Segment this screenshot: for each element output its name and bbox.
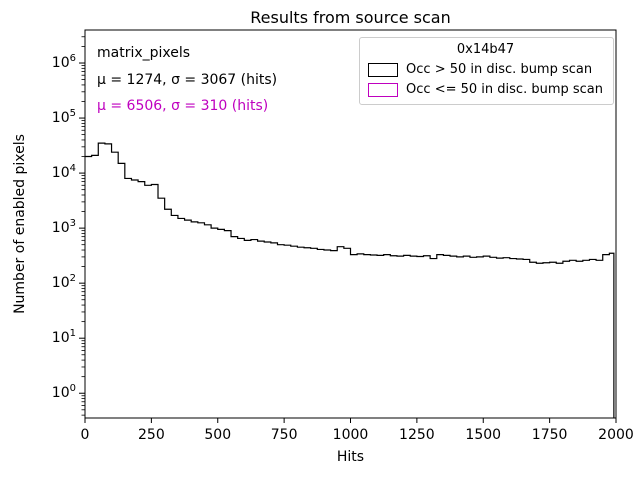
- stats-line-magenta: μ = 6506, σ = 310 (hits): [97, 98, 269, 115]
- y-tick-label: 103: [52, 218, 76, 236]
- legend: 0x14b47 Occ > 50 in disc. bump scan Occ …: [359, 37, 614, 105]
- legend-swatch-magenta: [368, 82, 399, 97]
- legend-entry: Occ > 50 in disc. bump scan: [368, 62, 603, 77]
- legend-entry: Occ <= 50 in disc. bump scan: [368, 82, 603, 97]
- x-tick-label: 250: [138, 427, 165, 443]
- x-tick-label: 750: [271, 427, 298, 443]
- x-tick-label: 1250: [399, 427, 435, 443]
- y-tick-label: 106: [52, 53, 76, 71]
- stats-line-black: μ = 1274, σ = 3067 (hits): [97, 71, 278, 88]
- x-tick-label: 0: [81, 427, 90, 443]
- chart-title: Results from source scan: [250, 8, 451, 27]
- legend-swatch-black: [368, 62, 399, 77]
- stats-annotations: matrix_pixels μ = 1274, σ = 3067 (hits) …: [97, 40, 277, 120]
- y-tick-label: 102: [52, 273, 76, 291]
- y-tick-label: 104: [52, 163, 76, 181]
- x-tick-label: 500: [204, 427, 231, 443]
- y-axis-major-ticks: 100 101 102 103 104 105 106: [52, 53, 85, 401]
- y-axis-label: Number of enabled pixels: [12, 134, 28, 314]
- legend-entry-label: Occ > 50 in disc. bump scan: [406, 62, 593, 77]
- x-axis-major-ticks: 0 250 500 750 1000 1250 1500 1750 2000: [81, 418, 634, 443]
- legend-title: 0x14b47: [456, 42, 515, 57]
- x-tick-label: 1750: [532, 427, 568, 443]
- axes-frame: [84, 29, 617, 419]
- x-tick-label: 1000: [333, 427, 369, 443]
- histogram-step-series: [85, 142, 615, 418]
- y-tick-label: 105: [52, 108, 76, 126]
- y-tick-label: 101: [52, 328, 76, 346]
- legend-entry-label: Occ <= 50 in disc. bump scan: [406, 82, 603, 97]
- x-tick-label: 2000: [598, 427, 634, 443]
- dataset-label: matrix_pixels: [97, 45, 191, 61]
- x-tick-label: 1500: [465, 427, 501, 443]
- x-axis-label: Hits: [336, 449, 365, 465]
- y-axis-minor-ticks: [81, 36, 85, 416]
- y-tick-label: 100: [52, 383, 76, 401]
